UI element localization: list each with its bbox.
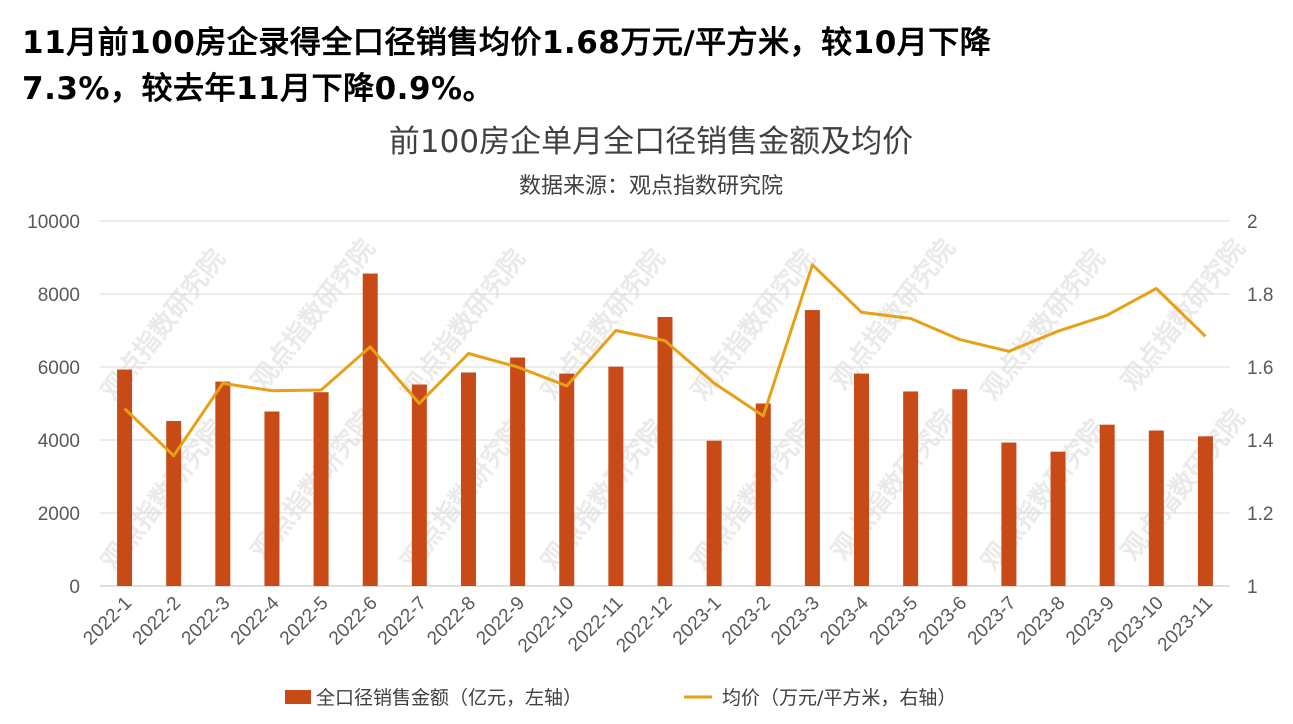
bar [1050, 451, 1066, 586]
watermark-text: 观点指数研究院 [535, 414, 671, 577]
x-tick-label: 2022-3 [178, 593, 235, 650]
x-tick-label: 2023-8 [1013, 593, 1070, 650]
series-line [123, 263, 1207, 458]
x-tick-label: 2023-1 [669, 593, 726, 650]
watermark-text: 观点指数研究院 [95, 414, 231, 577]
watermark-text: 观点指数研究院 [685, 414, 821, 577]
bar [1001, 442, 1017, 586]
bar [608, 366, 624, 586]
legend: 全口径销售金额（亿元，左轴） 均价（万元/平方米，右轴） [285, 687, 956, 709]
y-right-tick-label: 2 [1247, 212, 1258, 233]
bar [166, 421, 182, 586]
bar-series [117, 273, 1213, 586]
chart-title: 前100房企单月全口径销售金额及均价 [389, 124, 913, 160]
x-tick-label: 2023-5 [865, 593, 922, 650]
bar [460, 372, 476, 586]
x-tick-label: 2023-4 [816, 592, 873, 649]
y-left-tick-label: 6000 [38, 358, 80, 379]
y-axis-left: 0 2000 4000 6000 8000 10000 [27, 212, 80, 598]
y-right-tick-label: 1.6 [1247, 358, 1273, 379]
y-axis-right: 1 1.2 1.4 1.6 1.8 2 [1247, 212, 1274, 598]
bar [411, 384, 427, 586]
headline-line-2: 7.3%，较去年11月下降0.9%。 [22, 71, 495, 107]
y-right-tick-label: 1.4 [1247, 431, 1274, 452]
bar [215, 381, 231, 586]
y-left-tick-label: 0 [69, 577, 80, 598]
watermark-text: 观点指数研究院 [825, 234, 961, 397]
chart-subtitle: 数据来源：观点指数研究院 [519, 174, 783, 199]
legend-swatch-bar [285, 690, 311, 704]
bar [854, 373, 870, 586]
bar [1197, 436, 1213, 586]
x-tick-label: 2022-4 [227, 592, 284, 649]
bar [657, 316, 673, 586]
x-tick-label: 2022-8 [423, 593, 480, 650]
x-axis: 2022-12022-22022-32022-42022-52022-62022… [79, 592, 1217, 656]
watermark-text: 观点指数研究院 [975, 244, 1111, 407]
bar [313, 392, 329, 586]
bar [264, 411, 280, 586]
bar [903, 391, 919, 586]
x-tick-label: 2022-7 [374, 593, 431, 650]
headline-line-1: 11月前100房企录得全口径销售均价1.68万元/平方米，较10月下降 [22, 25, 992, 61]
bar [362, 273, 378, 586]
y-left-tick-label: 8000 [38, 285, 80, 306]
x-tick-label: 2022-1 [79, 593, 136, 650]
bar [1148, 430, 1164, 586]
headline: 11月前100房企录得全口径销售均价1.68万元/平方米，较10月下降 7.3%… [22, 20, 1272, 112]
bar [706, 440, 722, 586]
y-left-tick-label: 2000 [38, 504, 80, 525]
bar [559, 373, 575, 586]
bar [952, 389, 968, 586]
bar [1099, 424, 1115, 586]
watermark-text: 观点指数研究院 [825, 404, 961, 567]
x-tick-label: 2023-6 [915, 593, 972, 650]
watermark-text: 观点指数研究院 [975, 414, 1111, 577]
y-left-tick-label: 4000 [38, 431, 80, 452]
y-left-tick-label: 10000 [27, 212, 80, 233]
x-tick-label: 2023-11 [1154, 593, 1217, 656]
x-tick-label: 2022-6 [325, 593, 382, 650]
y-right-tick-label: 1.8 [1247, 285, 1273, 306]
legend-label-line: 均价（万元/平方米，右轴） [722, 687, 956, 709]
watermark-text: 观点指数研究院 [95, 244, 231, 407]
bar [755, 403, 771, 586]
watermark-text: 观点指数研究院 [245, 234, 381, 397]
x-tick-label: 2023-3 [767, 593, 824, 650]
y-right-tick-label: 1 [1247, 577, 1258, 598]
watermark-text: 观点指数研究院 [685, 244, 821, 407]
y-right-tick-label: 1.2 [1247, 504, 1273, 525]
watermark-text: 观点指数研究院 [1115, 404, 1251, 567]
x-tick-label: 2022-5 [276, 593, 333, 650]
bar [804, 310, 820, 586]
line-series [123, 263, 1207, 458]
x-tick-label: 2023-2 [718, 593, 775, 650]
x-tick-label: 2022-2 [129, 593, 186, 650]
x-tick-label: 2023-7 [964, 593, 1021, 650]
bar [510, 357, 526, 586]
legend-label-bar: 全口径销售金额（亿元，左轴） [316, 687, 582, 709]
bar [117, 369, 133, 586]
